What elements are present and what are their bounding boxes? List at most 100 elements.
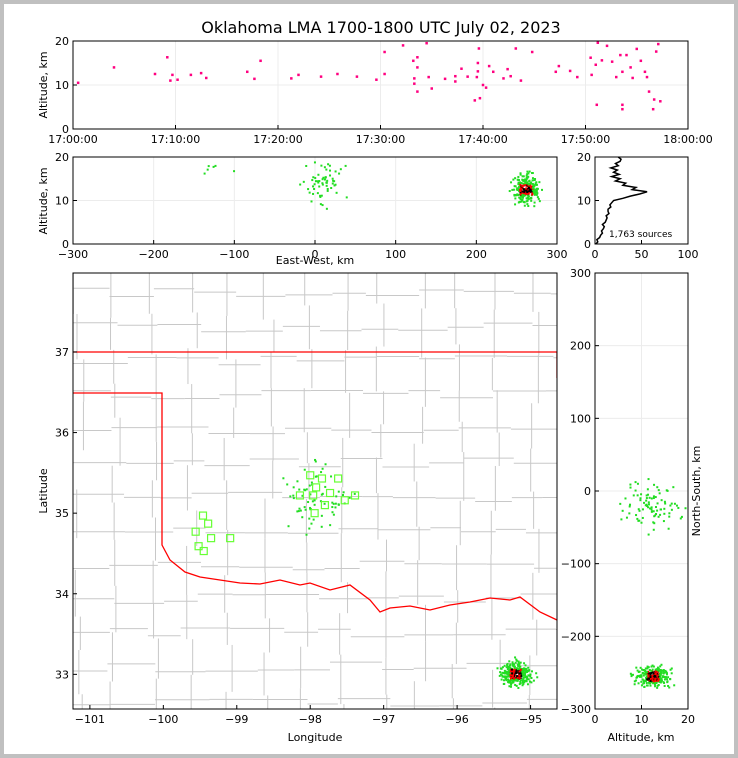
lma-source-point [507, 670, 510, 673]
lma-source-point [662, 675, 665, 678]
lma-source-point [519, 172, 522, 175]
lma-source-point [522, 190, 525, 193]
lma-source-point [645, 75, 649, 79]
lma-source-point [316, 192, 319, 195]
lma-source-point [320, 525, 323, 528]
y-tick-label: 35 [55, 507, 69, 520]
lma-source-point [253, 77, 256, 81]
y-tick-label: 34 [55, 588, 69, 601]
lma-source-point [287, 525, 290, 528]
lma-source-point [524, 194, 527, 197]
x-tick-label: 17:30:00 [356, 133, 405, 146]
lma-source-point [529, 197, 532, 200]
lma-source-point [314, 475, 317, 478]
lma-source-point [663, 507, 666, 510]
lma-source-point [631, 76, 634, 80]
lma-source-point [523, 662, 526, 665]
lma-source-point [339, 168, 342, 171]
lma-source-point [530, 677, 533, 680]
lma-source-point [332, 179, 335, 182]
lma-source-point [531, 172, 534, 175]
lma-source-point [292, 497, 295, 500]
lma-source-point [517, 660, 520, 663]
oklahoma-border [73, 392, 557, 621]
station-marker [295, 491, 305, 500]
lma-source-point [518, 683, 521, 686]
lma-source-point [657, 678, 660, 681]
lma-source-point [647, 670, 650, 673]
lma-source-point [670, 508, 673, 511]
lma-source-point [661, 669, 664, 672]
lma-source-point [654, 496, 657, 499]
lma-source-point [636, 482, 639, 485]
lma-source-point [509, 74, 512, 78]
station-marker [350, 491, 360, 500]
lma-source-point [525, 174, 528, 177]
lma-source-point [576, 75, 579, 79]
lma-source-point [620, 518, 623, 521]
lma-source-point [519, 665, 522, 668]
lma-source-point [533, 201, 536, 204]
lma-source-point [531, 179, 534, 182]
lma-source-point [330, 475, 333, 478]
lma-source-point [443, 77, 447, 81]
lma-source-point [335, 495, 338, 498]
lma-source-point [514, 194, 517, 197]
lma-source-point [478, 96, 482, 100]
lma-source-point [521, 175, 524, 178]
lma-source-point [312, 192, 315, 195]
lma-source-point [499, 673, 502, 676]
lma-source-point [332, 502, 335, 505]
lma-source-point [650, 665, 653, 668]
lma-source-point [666, 681, 669, 684]
lma-source-point [629, 483, 632, 486]
lma-source-point [334, 170, 337, 173]
lma-source-point [653, 483, 656, 486]
lma-source-point [112, 66, 116, 69]
lma-source-point [665, 672, 668, 675]
lma-source-point [645, 494, 648, 497]
lma-source-point [520, 200, 523, 203]
lma-source-point [629, 503, 632, 506]
lma-source-point [199, 71, 203, 75]
lma-source-point [301, 494, 304, 497]
lma-source-point [473, 99, 477, 102]
lma-source-point [654, 506, 657, 509]
lma-source-point [533, 193, 536, 196]
lma-source-point [517, 201, 520, 204]
lma-source-point [301, 516, 304, 519]
lma-source-point [308, 517, 311, 520]
y-tick-label: −100 [561, 558, 591, 571]
lma-source-point [310, 522, 313, 525]
lma-source-point [659, 513, 662, 516]
lma-source-point [307, 188, 310, 191]
lma-source-point [510, 683, 513, 686]
lma-source-point [329, 524, 332, 527]
lma-source-point [309, 506, 312, 509]
lma-source-point [508, 685, 511, 688]
lma-source-point [535, 183, 538, 186]
lma-source-point [522, 179, 525, 182]
lma-source-point [629, 486, 632, 489]
lma-source-point [528, 669, 531, 672]
lma-source-point [656, 486, 659, 489]
lma-source-point [654, 50, 658, 53]
lma-source-point [525, 197, 528, 200]
lma-source-point [303, 506, 306, 509]
lma-source-point [313, 503, 316, 506]
station-marker [312, 483, 321, 492]
lma-source-point [526, 671, 529, 674]
y-tick-label: 20 [55, 35, 69, 48]
lma-source-point [325, 168, 328, 171]
lma-source-point [519, 197, 522, 200]
lma-source-point [655, 669, 658, 672]
lma-source-point [529, 186, 532, 189]
lma-source-point [638, 674, 641, 677]
lma-source-point [635, 514, 638, 517]
lma-source-point [324, 485, 327, 488]
lma-source-point [521, 673, 524, 676]
y-tick-label: 20 [577, 151, 591, 164]
x-tick-label: 17:40:00 [458, 133, 507, 146]
lma-source-point [657, 679, 660, 682]
